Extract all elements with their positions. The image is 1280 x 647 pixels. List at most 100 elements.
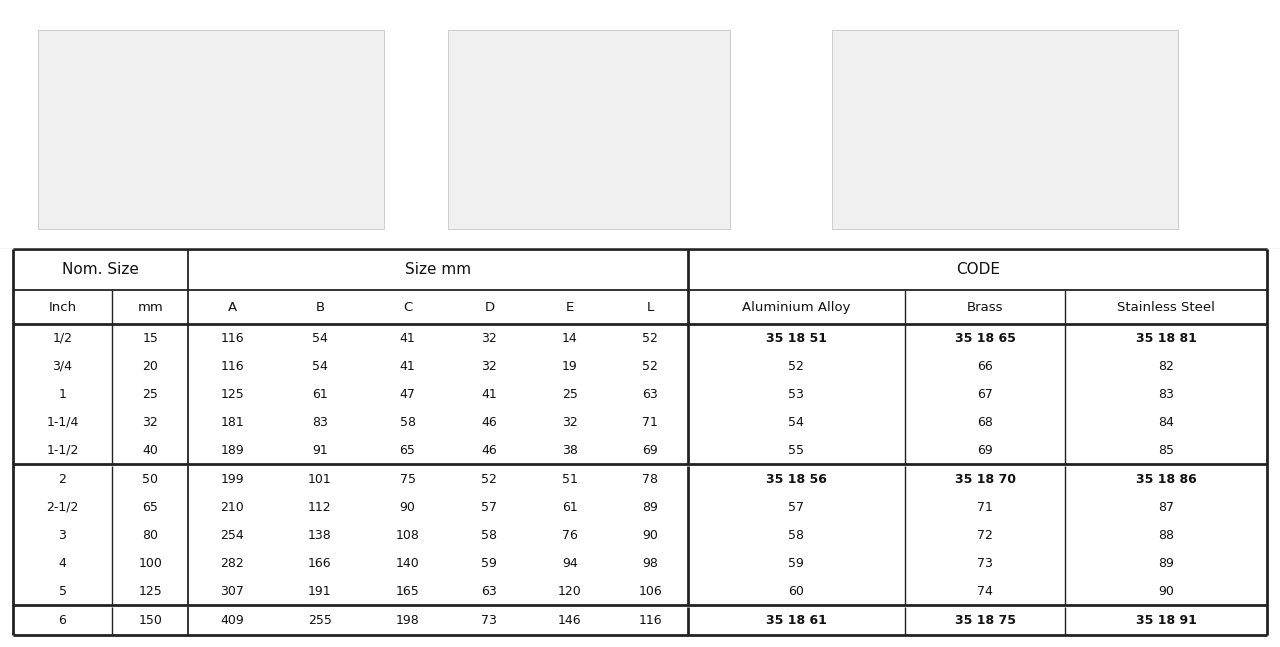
FancyBboxPatch shape [448,30,730,229]
Text: 88: 88 [1158,529,1174,542]
Text: 1/2: 1/2 [52,332,73,345]
Text: 85: 85 [1158,444,1174,457]
Text: 198: 198 [396,614,420,627]
Text: 116: 116 [220,360,244,373]
Text: mm: mm [137,301,163,314]
Text: 146: 146 [558,614,581,627]
Text: 166: 166 [308,557,332,570]
Text: 19: 19 [562,360,577,373]
Text: 2-1/2: 2-1/2 [46,501,78,514]
Text: 63: 63 [643,388,658,400]
Text: 35 18 81: 35 18 81 [1135,332,1197,345]
Text: 125: 125 [138,585,163,598]
Text: 89: 89 [643,501,658,514]
Text: 83: 83 [312,415,328,429]
Text: 73: 73 [481,614,498,627]
Text: 46: 46 [481,444,498,457]
Text: 32: 32 [562,415,577,429]
Text: 69: 69 [977,444,993,457]
Text: 120: 120 [558,585,581,598]
Text: 20: 20 [142,360,159,373]
Text: 150: 150 [138,614,163,627]
Text: 1-1/4: 1-1/4 [46,415,78,429]
Text: 74: 74 [977,585,993,598]
Text: 35 18 91: 35 18 91 [1135,614,1197,627]
Text: 41: 41 [399,360,416,373]
Text: 90: 90 [643,529,658,542]
Text: 3/4: 3/4 [52,360,73,373]
Text: 80: 80 [142,529,159,542]
Text: 54: 54 [312,360,328,373]
Text: 191: 191 [308,585,332,598]
Text: 63: 63 [481,585,498,598]
Text: 165: 165 [396,585,420,598]
Text: 35 18 65: 35 18 65 [955,332,1015,345]
Text: 65: 65 [142,501,159,514]
Text: 59: 59 [481,557,498,570]
Text: C: C [403,301,412,314]
Text: 35 18 75: 35 18 75 [955,614,1015,627]
Text: 73: 73 [977,557,993,570]
Text: 66: 66 [977,360,993,373]
Text: 54: 54 [788,415,804,429]
FancyBboxPatch shape [832,30,1178,229]
Text: 52: 52 [788,360,804,373]
Text: 61: 61 [562,501,577,514]
Text: 32: 32 [481,332,498,345]
Text: 46: 46 [481,415,498,429]
Text: 108: 108 [396,529,420,542]
Text: 90: 90 [399,501,416,514]
Text: Stainless Steel: Stainless Steel [1117,301,1215,314]
FancyBboxPatch shape [38,30,384,229]
Text: 112: 112 [308,501,332,514]
Text: 89: 89 [1158,557,1174,570]
Text: 100: 100 [138,557,163,570]
Text: Nom. Size: Nom. Size [63,262,140,277]
Text: 71: 71 [977,501,993,514]
Text: 101: 101 [308,473,332,486]
Text: 76: 76 [562,529,577,542]
Text: 61: 61 [312,388,328,400]
Text: 58: 58 [399,415,416,429]
Text: 67: 67 [977,388,993,400]
Text: 91: 91 [312,444,328,457]
Text: Size mm: Size mm [406,262,471,277]
Text: E: E [566,301,573,314]
Text: 51: 51 [562,473,577,486]
Text: 3: 3 [59,529,67,542]
Text: 6: 6 [59,614,67,627]
Text: 181: 181 [220,415,244,429]
Text: 138: 138 [308,529,332,542]
Text: 65: 65 [399,444,416,457]
Text: 68: 68 [977,415,993,429]
Text: Aluminium Alloy: Aluminium Alloy [742,301,851,314]
Text: B: B [315,301,324,314]
Text: 35 18 86: 35 18 86 [1135,473,1197,486]
Text: 307: 307 [220,585,244,598]
Text: 41: 41 [399,332,416,345]
Text: 58: 58 [788,529,804,542]
Text: 41: 41 [481,388,498,400]
Text: 25: 25 [562,388,577,400]
Text: 84: 84 [1158,415,1174,429]
Text: 90: 90 [1158,585,1174,598]
Text: 52: 52 [643,332,658,345]
Text: D: D [484,301,494,314]
Text: 60: 60 [788,585,804,598]
Text: 14: 14 [562,332,577,345]
Text: 210: 210 [220,501,244,514]
Text: 52: 52 [643,360,658,373]
Text: 52: 52 [481,473,498,486]
Text: 35 18 70: 35 18 70 [955,473,1015,486]
Text: 35 18 51: 35 18 51 [765,332,827,345]
Text: 25: 25 [142,388,159,400]
Text: 94: 94 [562,557,577,570]
Text: 189: 189 [220,444,244,457]
Text: 35 18 56: 35 18 56 [765,473,827,486]
Text: 83: 83 [1158,388,1174,400]
Text: Inch: Inch [49,301,77,314]
Text: 75: 75 [399,473,416,486]
Text: 140: 140 [396,557,420,570]
Text: 5: 5 [59,585,67,598]
Text: 32: 32 [481,360,498,373]
